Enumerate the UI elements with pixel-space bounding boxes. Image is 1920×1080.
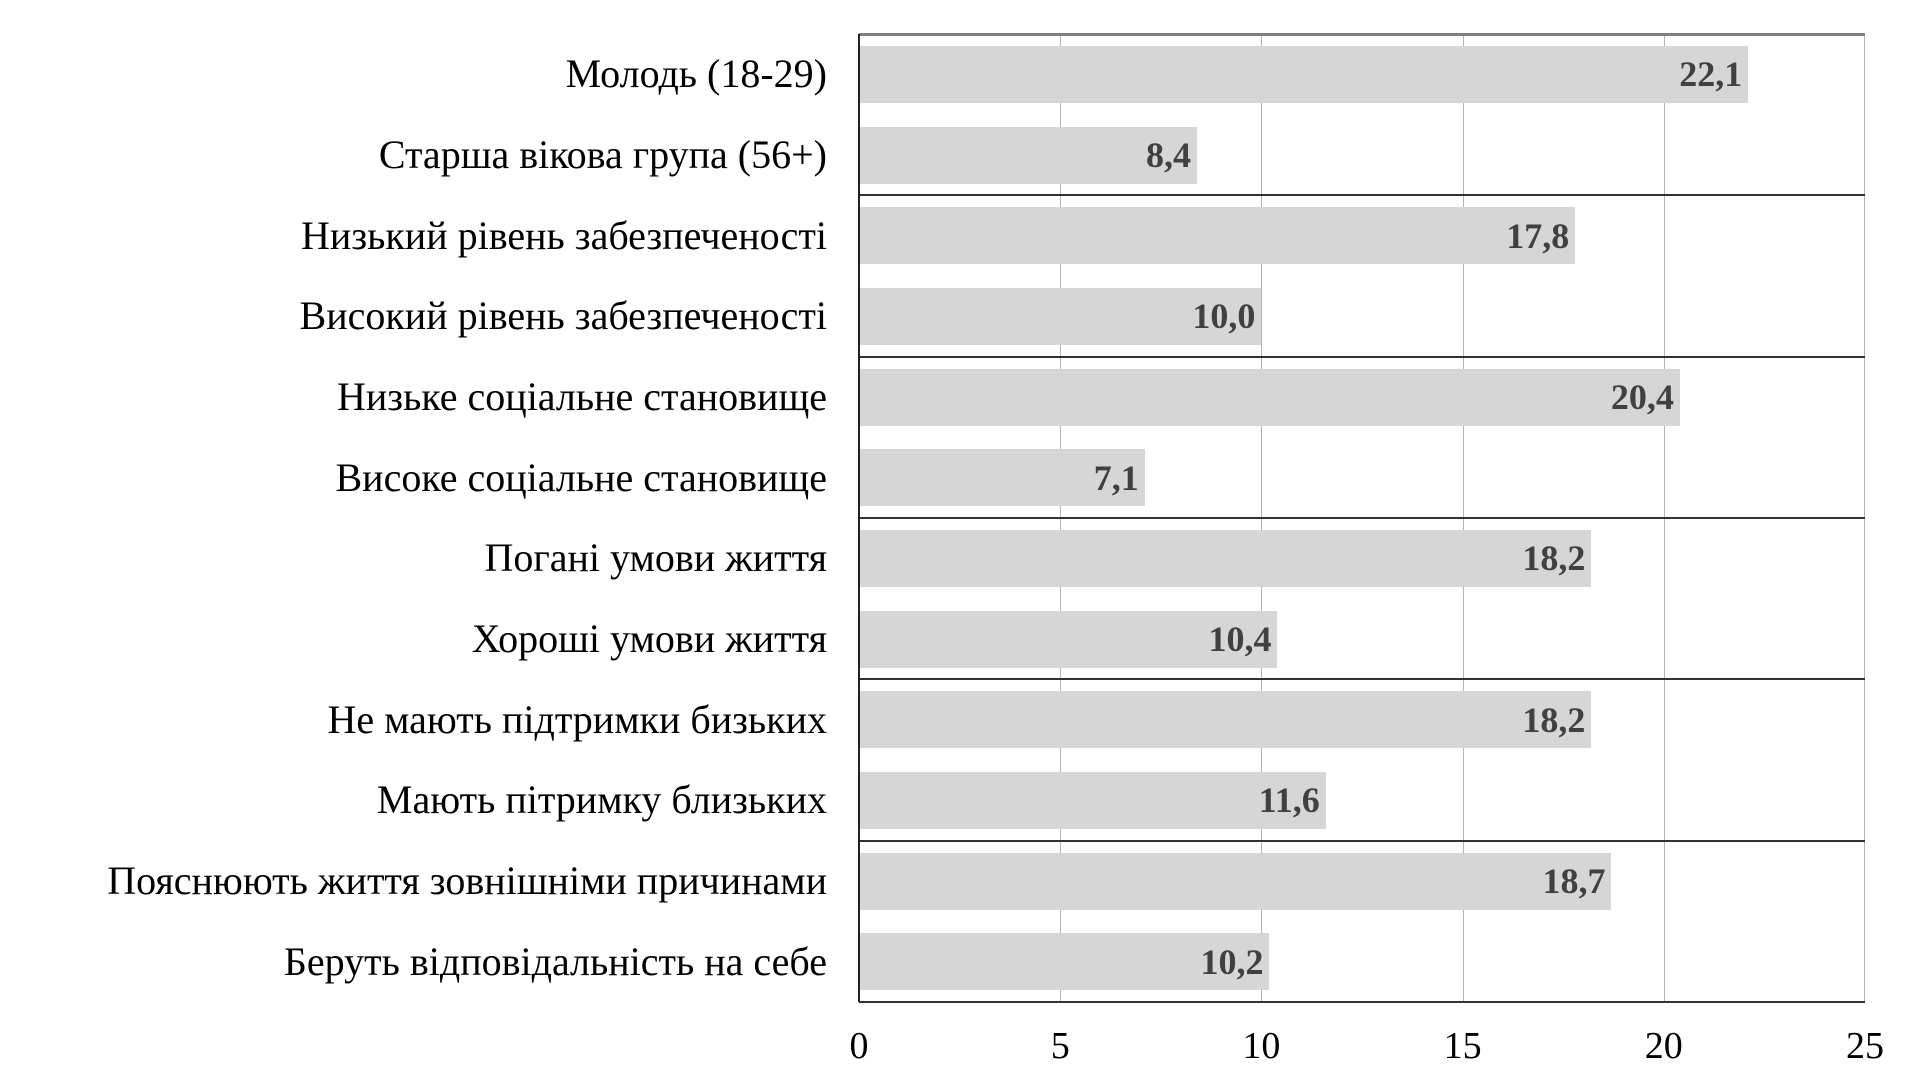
bar: 22,1 (859, 45, 1749, 103)
category-label: Мають пітримку близьких (376, 777, 827, 823)
x-tick-label: 25 (1846, 1025, 1884, 1067)
x-tick-label: 0 (849, 1025, 869, 1067)
bar: 7,1 (859, 449, 1145, 507)
bar: 18,2 (859, 691, 1592, 749)
category-label: Низьке соціальне становище (337, 374, 827, 419)
bar: 10,0 (859, 287, 1262, 345)
group-separator (859, 355, 1865, 358)
group-separator (859, 839, 1865, 842)
x-tick-label: 10 (1242, 1025, 1281, 1067)
bar-value-label: 20,4 (1610, 377, 1674, 417)
plot-top-border (859, 33, 1865, 36)
category-label: Низький рівень забезпеченості (301, 212, 827, 258)
x-axis-line (859, 1001, 1865, 1003)
bar-value-label: 10,2 (1200, 941, 1264, 982)
x-tick-label: 20 (1644, 1025, 1683, 1067)
category-label: Молодь (18-29) (565, 51, 827, 97)
x-tick-label: 5 (1050, 1025, 1070, 1067)
category-label: Високий рівень забезпеченості (299, 293, 827, 339)
bar-value-label: 8,4 (1146, 135, 1192, 175)
category-label: Хороші умови життя (471, 616, 827, 661)
bar-value-label: 18,2 (1522, 538, 1586, 579)
bar-value-label: 10,4 (1208, 619, 1272, 659)
category-label: Беруть відповідальність на себе (283, 938, 827, 984)
x-tick-label: 15 (1443, 1025, 1482, 1067)
group-separator (859, 517, 1865, 519)
plot-area: 22,1 8,4 17,8 10,0 20,4 7,1 18,2 10,4 18,2 11,6 18… (858, 33, 1865, 1003)
bar-value-label: 7,1 (1093, 457, 1139, 498)
category-label: Високе соціальне становище (335, 454, 827, 500)
group-separator (859, 194, 1865, 197)
bar-value-label: 22,1 (1679, 54, 1743, 95)
group-separator (859, 678, 1865, 681)
bar-value-label: 18,2 (1522, 699, 1586, 740)
bar: 17,8 (859, 207, 1576, 265)
y-axis-line (858, 34, 860, 1002)
bar-value-label: 10,0 (1192, 296, 1256, 337)
category-label: Не мають підтримки бизьких (327, 696, 827, 742)
bar: 8,4 (859, 126, 1198, 184)
bar-value-label: 11,6 (1258, 780, 1320, 821)
bar: 20,4 (859, 368, 1680, 426)
bar: 10,2 (859, 933, 1270, 991)
bar-value-label: 17,8 (1506, 215, 1570, 256)
category-label: Старша вікова група (56+) (378, 132, 827, 177)
bar: 18,2 (859, 529, 1592, 587)
bar: 18,7 (859, 852, 1612, 910)
bar: 10,4 (859, 610, 1278, 668)
category-label: Пояснюють життя зовнішніми причинами (107, 858, 827, 903)
bar: 11,6 (859, 771, 1326, 829)
bar-value-label: 18,7 (1542, 861, 1606, 901)
category-label: Погані умови життя (484, 535, 827, 581)
